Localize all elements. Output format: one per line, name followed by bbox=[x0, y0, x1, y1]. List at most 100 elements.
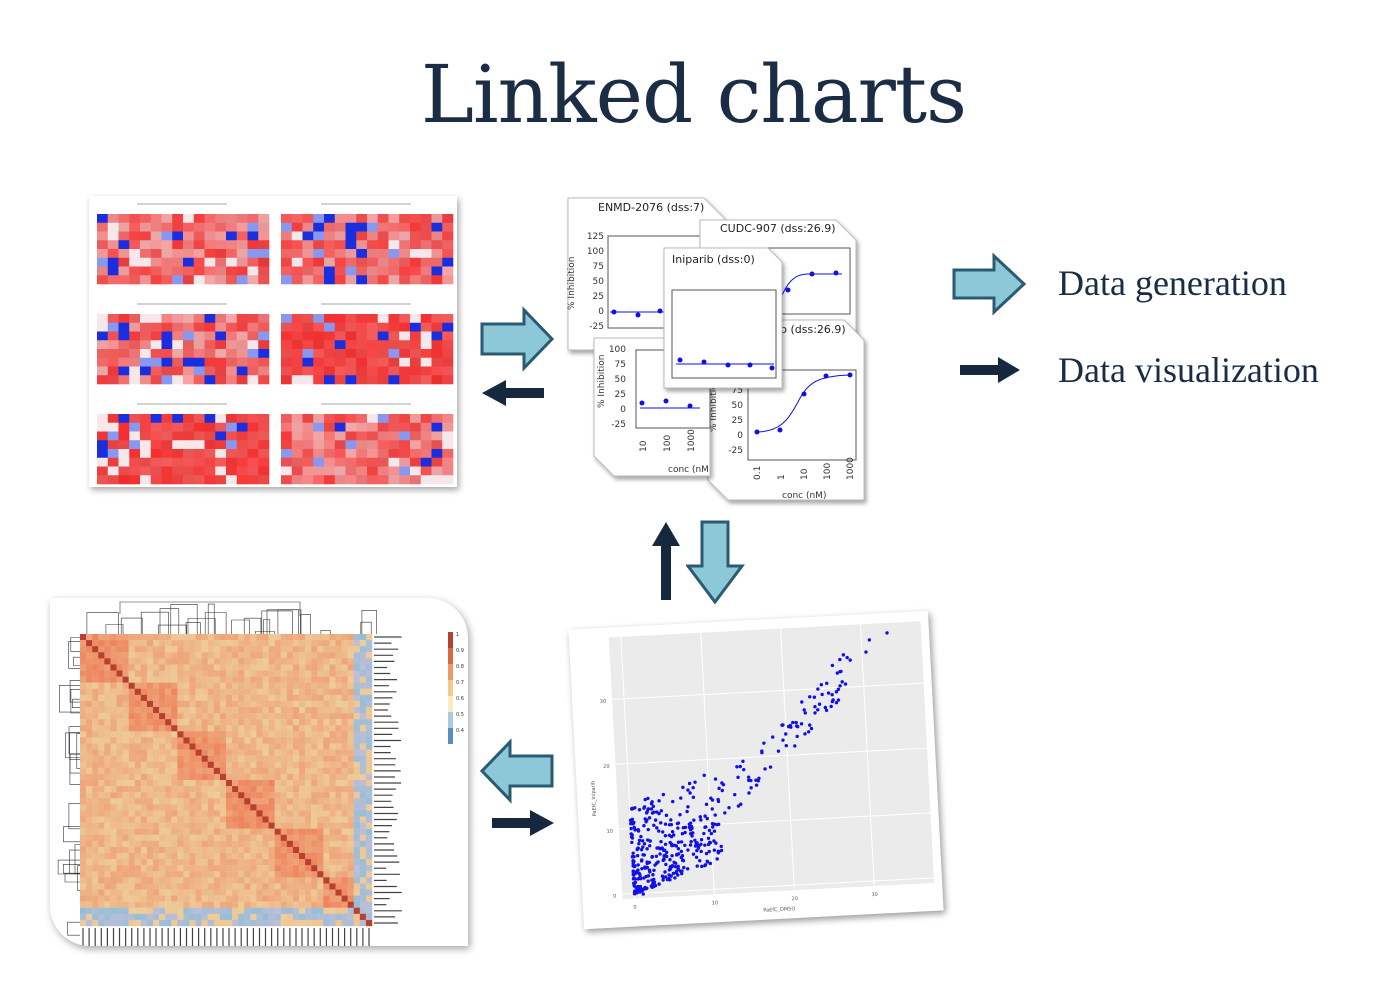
scatter-point bbox=[661, 830, 665, 834]
scatter-point bbox=[659, 839, 663, 844]
scatter-point bbox=[657, 799, 661, 803]
scatter-point bbox=[646, 827, 650, 832]
scatter-point bbox=[632, 884, 637, 888]
scatter-point bbox=[786, 724, 791, 729]
scatter-point bbox=[655, 810, 659, 814]
scatter-point bbox=[813, 711, 817, 715]
scale-tick: 0.9 bbox=[456, 648, 464, 654]
scatter-point bbox=[652, 810, 656, 814]
scatter-point bbox=[687, 781, 692, 786]
plate-heatmap bbox=[97, 403, 270, 485]
scatter-point bbox=[762, 741, 766, 745]
scatter-point bbox=[646, 807, 651, 811]
scatter-point bbox=[716, 851, 720, 855]
scatter-point bbox=[749, 778, 753, 783]
scatter-point bbox=[678, 813, 682, 817]
scatter-point bbox=[643, 797, 647, 802]
scatter-point bbox=[657, 882, 661, 886]
scatter-point bbox=[683, 843, 687, 848]
xtick: 100 bbox=[663, 435, 673, 452]
scatter-point bbox=[742, 767, 746, 772]
scatter-point bbox=[641, 845, 645, 849]
scatter-point bbox=[676, 846, 681, 851]
scatter-point bbox=[723, 811, 727, 815]
plate-heatmap bbox=[97, 303, 270, 385]
scatter-point bbox=[665, 877, 670, 882]
scatter-point bbox=[639, 847, 644, 852]
scatter-point bbox=[642, 842, 647, 846]
visualization-arrow-icon bbox=[960, 357, 1020, 383]
scatter-point bbox=[676, 873, 680, 877]
scatter-point bbox=[738, 764, 742, 769]
scatter-point bbox=[674, 844, 679, 848]
scatter-point bbox=[681, 785, 685, 790]
scatter-point bbox=[703, 843, 707, 847]
scatter-point bbox=[652, 868, 656, 872]
scatter-point bbox=[776, 749, 781, 753]
scatter-point bbox=[685, 867, 690, 871]
scatter-point bbox=[727, 805, 731, 810]
scale-tick: 0.6 bbox=[456, 696, 464, 702]
scatter-point bbox=[679, 855, 683, 860]
scatter-point bbox=[631, 869, 635, 873]
scatter-point bbox=[808, 723, 812, 727]
scatter-point bbox=[669, 823, 674, 827]
generation-arrow-right-icon bbox=[480, 306, 555, 372]
scatter-point bbox=[657, 829, 661, 833]
scatter-point bbox=[637, 808, 642, 812]
scatter-point bbox=[736, 775, 740, 780]
scale-tick: 0.8 bbox=[456, 664, 464, 670]
scatter-point bbox=[703, 863, 708, 867]
scatter-point bbox=[706, 842, 711, 847]
scatter-point bbox=[642, 806, 646, 810]
correlation-heatmap: 1 0.9 0.8 0.7 0.6 0.5 0.4 bbox=[57, 601, 464, 946]
scatter-point bbox=[641, 853, 645, 857]
dose-card-iniparib bbox=[663, 247, 783, 389]
scatter-point bbox=[668, 858, 672, 862]
scatter-point bbox=[634, 890, 639, 894]
scatter-point bbox=[794, 720, 798, 725]
ylabel: % Inhibition bbox=[709, 379, 719, 432]
scatter-point bbox=[816, 687, 820, 691]
scatter-point bbox=[693, 838, 697, 842]
scatter-point bbox=[645, 847, 649, 851]
scatter-point bbox=[699, 849, 703, 854]
scatter-point bbox=[646, 796, 650, 801]
scatter-point bbox=[640, 889, 644, 893]
scatter-point bbox=[636, 846, 640, 850]
scatter-point bbox=[781, 738, 785, 742]
scatter-point bbox=[646, 874, 651, 878]
scatter-point bbox=[670, 830, 675, 834]
scatter-point bbox=[656, 846, 661, 850]
scatter-point bbox=[668, 866, 673, 871]
scatter-xtick: 10 bbox=[712, 900, 719, 906]
scatter-point bbox=[688, 843, 693, 847]
scatter-point bbox=[741, 759, 745, 763]
ylabel: % Inhibition bbox=[567, 257, 577, 310]
scatter-point bbox=[669, 818, 673, 822]
scatter-point bbox=[676, 852, 681, 856]
scatter-point bbox=[712, 829, 717, 833]
plate-heatmap bbox=[281, 403, 454, 485]
scatter-point bbox=[806, 730, 811, 734]
ytick: 50 bbox=[593, 277, 605, 287]
xtick: 0.1 bbox=[753, 466, 763, 480]
scatter-point bbox=[636, 863, 640, 867]
scatter-point bbox=[673, 861, 678, 866]
scatter-point bbox=[709, 831, 714, 836]
scatter-point bbox=[834, 700, 839, 705]
scatter-point bbox=[780, 723, 785, 727]
generation-arrow-down-icon bbox=[686, 520, 745, 605]
scatter-point bbox=[756, 779, 760, 783]
scatter-point bbox=[648, 839, 652, 843]
scatter-point bbox=[719, 844, 723, 849]
ytick: -25 bbox=[728, 446, 743, 456]
scatter-point bbox=[675, 821, 680, 826]
scatter-point bbox=[649, 801, 654, 806]
xtick: 10 bbox=[639, 440, 649, 452]
xtick: 10 bbox=[800, 468, 810, 480]
scatter-panel: 0 10 20 30 0 10 20 30 PaEfC_DMSO PaEfC_I… bbox=[568, 610, 944, 930]
ytick: 25 bbox=[593, 292, 604, 302]
ytick: 0 bbox=[620, 405, 626, 415]
scatter-point bbox=[843, 682, 848, 686]
